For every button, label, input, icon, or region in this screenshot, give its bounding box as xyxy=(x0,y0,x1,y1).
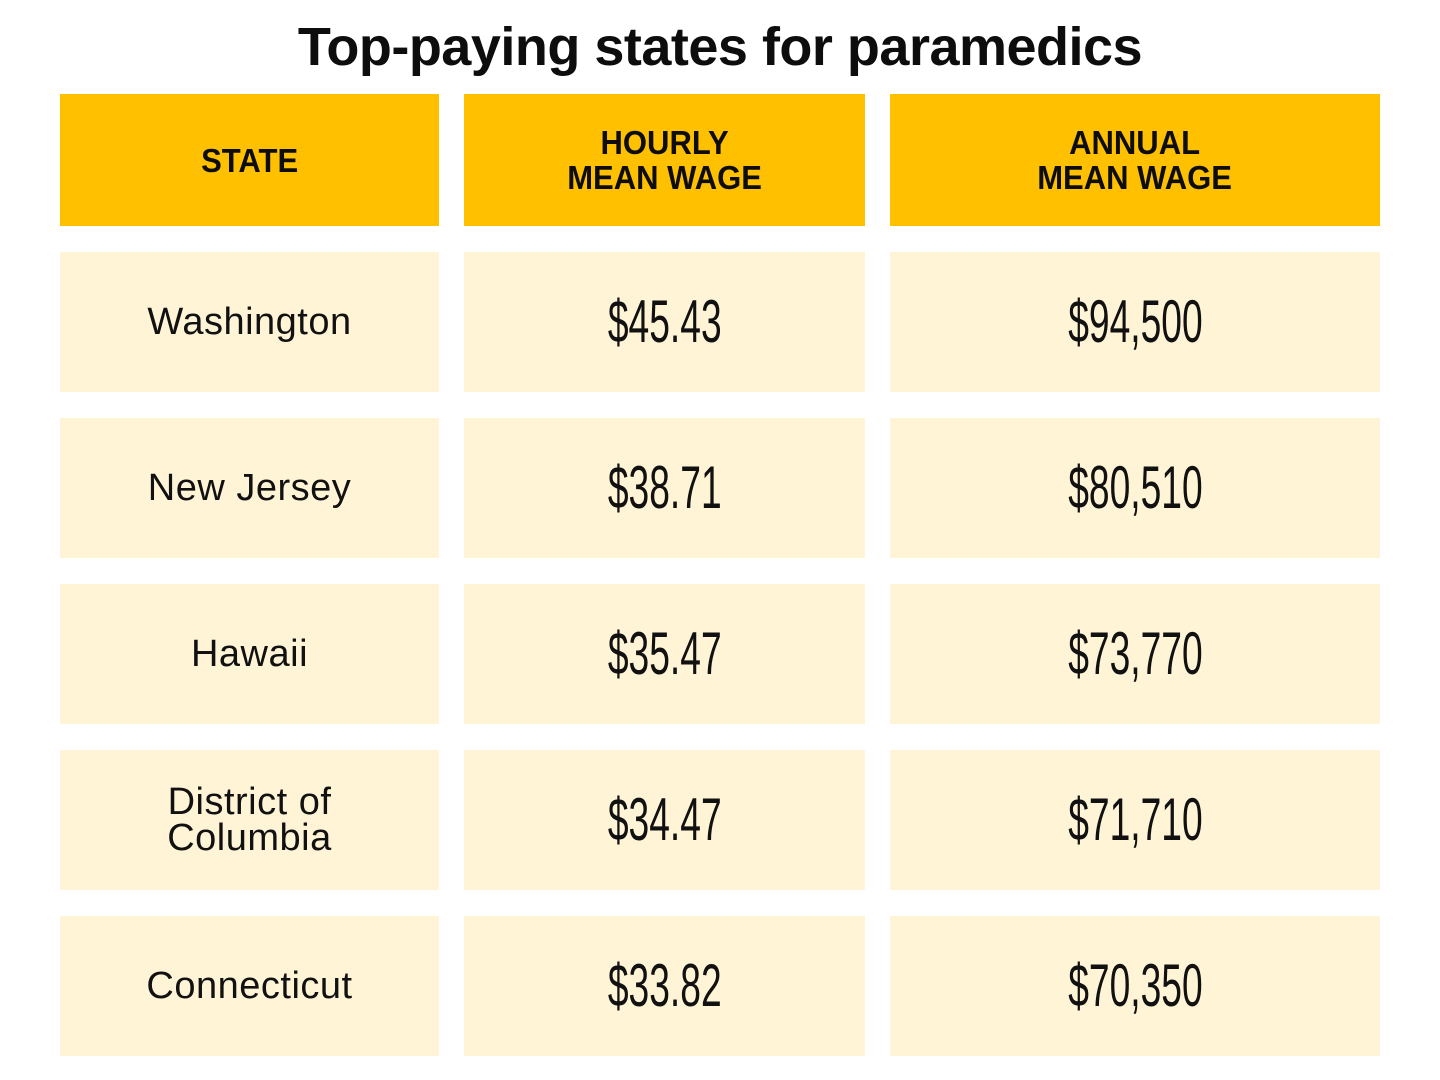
state-name: District of Columbia xyxy=(167,781,332,859)
state-name: Connecticut xyxy=(146,965,353,1007)
header-annual-mean-wage: ANNUAL MEAN WAGE xyxy=(890,94,1380,226)
state-name: Hawaii xyxy=(190,633,309,675)
table-row-1-state: Washington xyxy=(60,252,439,392)
table-row-4-annual: $71,710 xyxy=(890,750,1380,890)
table-row-2-annual: $80,510 xyxy=(890,418,1380,558)
header-state-label: STATE xyxy=(200,141,299,179)
table-row-3-state: Hawaii xyxy=(60,584,439,724)
hourly-wage-value: $38.71 xyxy=(607,454,722,521)
annual-wage-value: $70,350 xyxy=(1067,952,1203,1019)
hourly-wage-value: $33.82 xyxy=(607,952,722,1019)
annual-wage-value: $71,710 xyxy=(1067,786,1203,853)
annual-wage-value: $80,510 xyxy=(1067,454,1203,521)
header-hourly-mean-wage: HOURLY MEAN WAGE xyxy=(464,94,865,226)
header-annual-label: ANNUAL MEAN WAGE xyxy=(1037,124,1233,196)
table-row-2-state: New Jersey xyxy=(60,418,439,558)
table-row-3-annual: $73,770 xyxy=(890,584,1380,724)
table-row-1-annual: $94,500 xyxy=(890,252,1380,392)
state-name: Washington xyxy=(147,301,352,343)
annual-wage-value: $94,500 xyxy=(1067,288,1203,355)
page-title: Top-paying states for paramedics xyxy=(297,17,1143,77)
hourly-wage-value: $34.47 xyxy=(607,786,722,853)
annual-wage-value: $73,770 xyxy=(1067,620,1203,687)
state-name: New Jersey xyxy=(147,467,352,509)
table-row-4-state: District of Columbia xyxy=(60,750,439,890)
table-row-5-hourly: $33.82 xyxy=(464,916,865,1056)
table-row-5-annual: $70,350 xyxy=(890,916,1380,1056)
table-row-1-hourly: $45.43 xyxy=(464,252,865,392)
header-hourly-label: HOURLY MEAN WAGE xyxy=(567,124,762,196)
table-row-5-state: Connecticut xyxy=(60,916,439,1056)
hourly-wage-value: $45.43 xyxy=(607,288,722,355)
table-row-2-hourly: $38.71 xyxy=(464,418,865,558)
table-row-3-hourly: $35.47 xyxy=(464,584,865,724)
hourly-wage-value: $35.47 xyxy=(607,620,722,687)
table-row-4-hourly: $34.47 xyxy=(464,750,865,890)
header-state: STATE xyxy=(60,94,439,226)
